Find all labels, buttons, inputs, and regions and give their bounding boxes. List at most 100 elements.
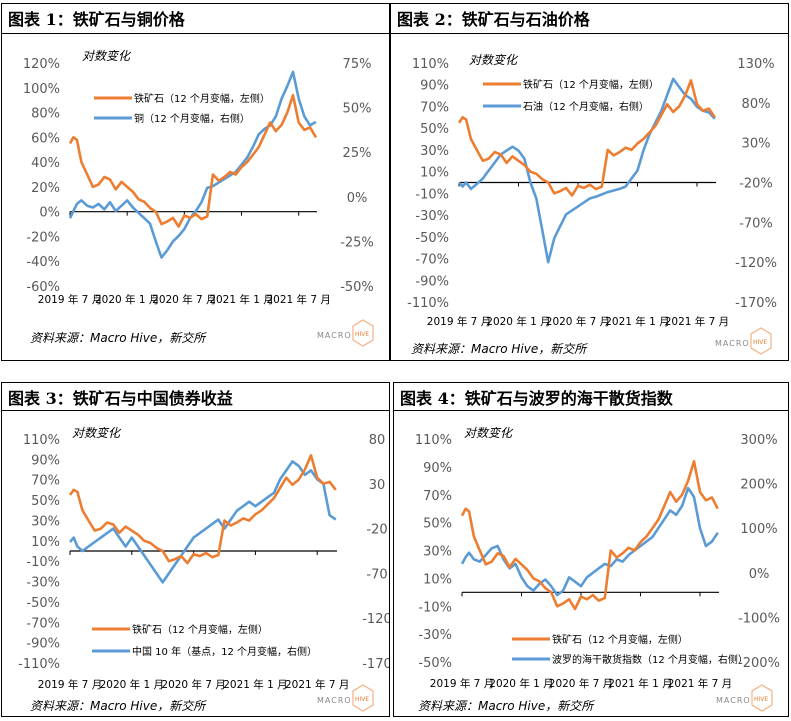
y-left-tick-label: 20% xyxy=(31,181,60,196)
line-chart: 110% 90% 70% 50% 30% 10% -10% -30% -50% -70% -90% -… xyxy=(407,53,777,328)
y-left-tick-label: 40% xyxy=(31,156,60,171)
title-divider xyxy=(394,410,788,411)
y-left-tick-label: -110% xyxy=(18,657,60,672)
chart-panel-3: 图表 3：铁矿石与中国债券收益 110% 90% 70% 50% 30% 10% -10% -… xyxy=(1,382,390,717)
y-right-tick-label: -50% xyxy=(340,280,374,295)
legend-label: 铁矿石（12 个月变幅，左侧） xyxy=(134,92,270,105)
x-tick-label: 2021 年 7 月 xyxy=(266,293,330,306)
y-left-tick-label: 70% xyxy=(420,100,449,115)
y-right-tick-label: 130% xyxy=(737,57,774,72)
y-left-tick-label: 0% xyxy=(39,206,60,221)
y-right-tick-label: 50% xyxy=(343,102,372,117)
y-left-tick-label: -30% xyxy=(418,628,452,643)
y-right-tick-label: -120% xyxy=(735,256,777,271)
x-tick-label: 2020 年 1 月 xyxy=(486,315,550,328)
series-line-comparison xyxy=(69,460,337,584)
y-left-tick-label: 30% xyxy=(31,514,60,529)
source-note: 资料来源：Macro Hive，新交所 xyxy=(30,699,206,713)
x-tick-label: 2020 年 7 月 xyxy=(549,677,613,690)
y-right-tick-label: -20 xyxy=(366,523,387,538)
y-left-tick-label: -50% xyxy=(418,656,452,671)
x-tick-label: 2019 年 7 月 xyxy=(38,678,102,691)
y-right-tick-label: 0% xyxy=(347,191,368,206)
y-left-tick-label: 10% xyxy=(420,166,449,181)
y-left-tick-label: 110% xyxy=(415,433,452,448)
chart-annotation: 对数变化 xyxy=(464,426,514,440)
x-tick-label: 2020 年 1 月 xyxy=(489,677,553,690)
svg-text:HIVE: HIVE xyxy=(355,696,369,703)
chart-title: 图表 3：铁矿石与中国债券收益 xyxy=(8,389,233,408)
macro-hive-logo: MACRO HIVE xyxy=(317,319,374,347)
x-tick-label: 2019 年 7 月 xyxy=(38,293,102,306)
y-right-tick-label: -20% xyxy=(739,177,773,192)
title-divider xyxy=(2,33,389,34)
y-left-tick-label: -30% xyxy=(26,576,60,591)
y-left-tick-label: 70% xyxy=(31,474,60,489)
y-right-tick-label: 80% xyxy=(742,97,771,112)
title-divider xyxy=(2,410,389,411)
y-left-tick-label: -60% xyxy=(26,280,60,295)
x-tick-label: 2021 年 1 月 xyxy=(223,678,287,691)
y-right-tick-label: -70 xyxy=(366,567,387,582)
series-line-iron-ore xyxy=(68,93,318,228)
series-line-comparison xyxy=(460,486,719,597)
legend-label: 铜（12 个月变幅，右侧） xyxy=(134,112,250,125)
macro-hive-logo: MACRO HIVE xyxy=(317,684,374,712)
svg-text:MACRO: MACRO xyxy=(716,696,751,705)
x-tick-label: 2020 年 1 月 xyxy=(95,293,159,306)
x-tick-label: 2021 年 1 月 xyxy=(605,315,669,328)
y-left-tick-label: -40% xyxy=(26,255,60,270)
y-right-tick-label: 100% xyxy=(740,522,777,537)
y-left-tick-label: 70% xyxy=(423,489,452,504)
y-right-tick-label: -100% xyxy=(738,611,780,626)
series-line-iron-ore xyxy=(457,79,716,197)
y-left-tick-label: 50% xyxy=(420,122,449,137)
svg-text:HIVE: HIVE xyxy=(754,696,768,703)
source-note: 资料来源：Macro Hive，新交所 xyxy=(30,331,206,345)
y-right-tick-label: 25% xyxy=(343,146,372,161)
series-line-iron-ore xyxy=(68,453,337,565)
svg-text:HIVE: HIVE xyxy=(753,339,767,346)
x-tick-label: 2020 年 1 月 xyxy=(100,678,164,691)
legend-label: 铁矿石（12 个月变幅，左侧） xyxy=(552,633,688,646)
x-tick-label: 2020 年 7 月 xyxy=(152,293,216,306)
y-right-tick-label: 0% xyxy=(749,567,770,582)
y-left-tick-label: 90% xyxy=(420,79,449,94)
y-left-tick-label: 30% xyxy=(420,144,449,159)
x-tick-label: 2020 年 7 月 xyxy=(546,315,610,328)
chart-panel-1: 图表 1：铁矿石与铜价格 120% 100% 80% 60% 40% 20% 0% -20% -… xyxy=(1,3,390,361)
y-left-tick-label: 10% xyxy=(31,535,60,550)
legend-label: 石油（12 个月变幅，右侧） xyxy=(523,100,649,113)
y-left-tick-label: -90% xyxy=(26,637,60,652)
y-right-tick-label: -170 xyxy=(362,657,389,672)
chart-panel-4: 图表 4：铁矿石与波罗的海干散货指数 110% 90% 70% 50% 30% 10% -1… xyxy=(393,382,789,717)
y-left-tick-label: -30% xyxy=(415,209,449,224)
y-left-tick-label: 10% xyxy=(423,572,452,587)
y-right-tick-label: -25% xyxy=(340,235,374,250)
svg-text:MACRO: MACRO xyxy=(317,331,352,340)
y-right-tick-label: -70% xyxy=(739,216,773,231)
y-right-tick-label: 80 xyxy=(369,433,386,448)
legend-label: 铁矿石（12 个月变幅，左侧） xyxy=(132,623,268,636)
x-tick-label: 2020 年 7 月 xyxy=(161,678,225,691)
series-line-iron-ore xyxy=(460,459,719,611)
x-tick-label: 2021 年 7 月 xyxy=(665,315,729,328)
chart-annotation: 对数变化 xyxy=(82,49,132,63)
line-chart: 110% 90% 70% 50% 30% 10% -10% -30% -50% 300% 200% 1… xyxy=(415,426,780,690)
title-divider xyxy=(391,33,788,34)
y-left-tick-label: -10% xyxy=(26,555,60,570)
y-left-tick-label: -70% xyxy=(26,616,60,631)
macro-hive-logo: MACRO HIVE xyxy=(715,327,772,355)
y-left-tick-label: 50% xyxy=(31,494,60,509)
svg-text:MACRO: MACRO xyxy=(715,339,750,348)
source-note: 资料来源：Macro Hive，新交所 xyxy=(411,342,587,356)
x-tick-label: 2021 年 7 月 xyxy=(668,677,732,690)
y-left-tick-label: 60% xyxy=(31,131,60,146)
y-left-tick-label: 30% xyxy=(423,545,452,560)
y-left-tick-label: -10% xyxy=(415,187,449,202)
series-line-comparison xyxy=(458,77,716,264)
y-left-tick-label: -50% xyxy=(26,596,60,611)
y-left-tick-label: -70% xyxy=(415,253,449,268)
macro-hive-logo: MACRO HIVE xyxy=(716,684,773,712)
x-tick-label: 2021 年 1 月 xyxy=(209,293,273,306)
